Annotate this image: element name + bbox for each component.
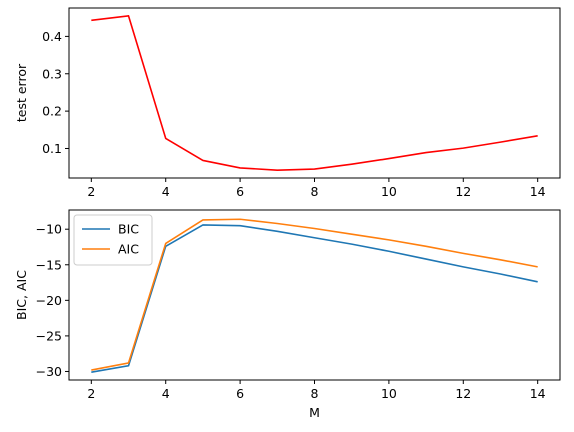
test-error-y-tick-label: 0.3 [42, 66, 62, 81]
test-error-x-tick-label: 6 [236, 184, 244, 199]
bic-aic-x-tick-label: 14 [530, 386, 546, 401]
test-error-x-tick-label: 8 [311, 184, 319, 199]
test-error-series-layer [91, 15, 538, 171]
bic-aic-x-tick-label: 8 [311, 386, 319, 401]
test-error-line [91, 15, 538, 171]
bic-aic-x-tick-label: 4 [162, 386, 170, 401]
aic-line [91, 218, 538, 371]
legend-label-aic: AIC [118, 242, 139, 257]
bic-aic-x-tick-label: 2 [87, 386, 95, 401]
test-error-y-tick-label: 0.2 [42, 104, 62, 119]
bic-aic-y-tick-label: −10 [36, 222, 62, 237]
test-error-chart: 2 4 6 8 10 12 14 0.1 0.2 0.3 0.4 test error [14, 7, 561, 199]
test-error-x-tick-label: 4 [162, 184, 170, 199]
test-error-x-tick-label: 2 [87, 184, 95, 199]
test-error-y-axis-label: test error [14, 63, 29, 122]
test-error-x-ticks: 2 4 6 8 10 12 14 [87, 178, 546, 199]
test-error-x-tick-label: 12 [455, 184, 471, 199]
test-error-y-tick-label: 0.4 [42, 29, 62, 44]
bic-aic-chart: 2 4 6 8 10 12 14 −30 −25 −20 −15 −10 BIC, AIC M BI… [14, 209, 561, 420]
bic-aic-legend: BIC AIC [73, 214, 153, 266]
bic-aic-y-tick-label: −30 [36, 364, 62, 379]
legend-label-bic: BIC [118, 222, 139, 237]
bic-aic-x-axis-label: M [309, 405, 320, 420]
test-error-y-tick-label: 0.1 [42, 141, 62, 156]
bic-aic-y-ticks: −30 −25 −20 −15 −10 [36, 222, 69, 379]
bic-aic-y-tick-label: −20 [36, 293, 62, 308]
bic-aic-y-axis-label: BIC, AIC [14, 270, 29, 320]
bic-aic-series-layer [91, 218, 538, 373]
bic-aic-x-tick-label: 10 [381, 386, 397, 401]
bic-aic-y-tick-label: −25 [36, 328, 62, 343]
bic-aic-x-tick-label: 6 [236, 386, 244, 401]
test-error-x-tick-label: 14 [530, 184, 546, 199]
bic-aic-y-tick-label: −15 [36, 257, 62, 272]
test-error-y-ticks: 0.1 0.2 0.3 0.4 [42, 29, 69, 156]
bic-aic-x-ticks: 2 4 6 8 10 12 14 [87, 380, 546, 401]
bic-aic-x-tick-label: 12 [455, 386, 471, 401]
bic-line [91, 224, 538, 373]
test-error-x-tick-label: 10 [381, 184, 397, 199]
legend-box [73, 214, 153, 266]
